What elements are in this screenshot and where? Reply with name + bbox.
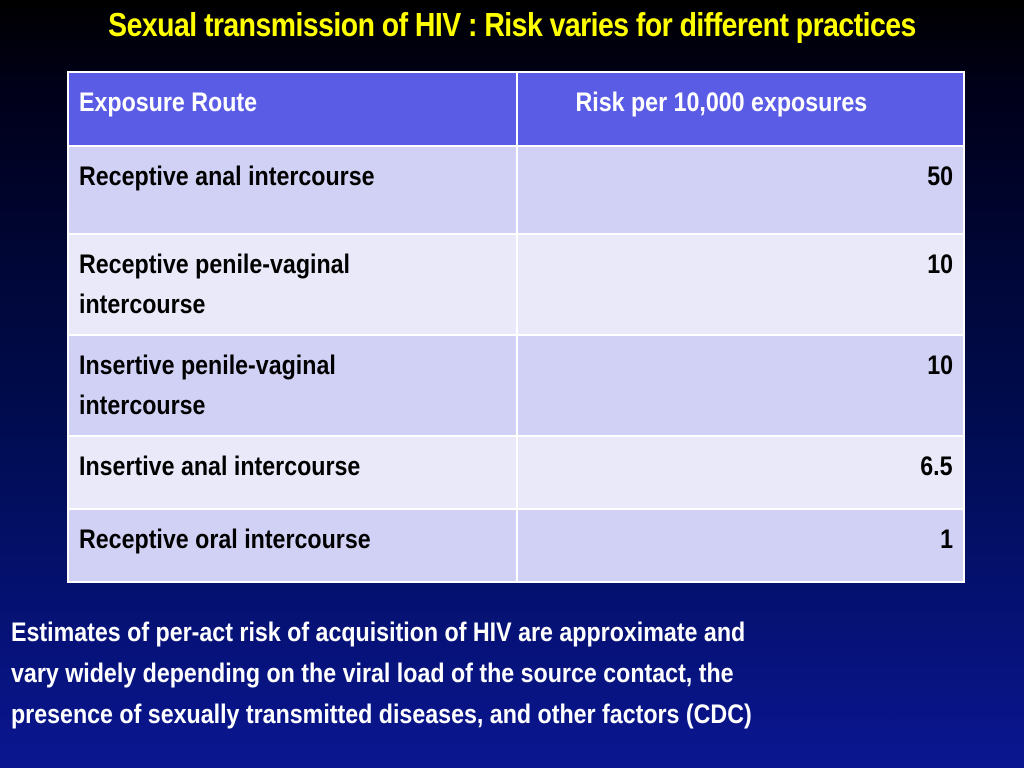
footnote: Estimates of per-act risk of acquisition…	[11, 612, 957, 735]
risk-value: 10	[927, 249, 953, 279]
risk-cell: 10	[516, 334, 965, 437]
route-label: Insertive anal intercourse	[79, 451, 361, 481]
route-label-line: intercourse	[79, 390, 206, 420]
risk-cell: 50	[516, 145, 965, 235]
header-risk: Risk per 10,000 exposures	[516, 71, 965, 147]
risk-value: 50	[927, 161, 953, 191]
table-row: Insertive anal intercourse 6.5	[67, 435, 965, 510]
route-cell: Insertive penile-vaginal intercourse	[67, 334, 518, 437]
risk-value: 1	[940, 524, 953, 554]
risk-cell: 6.5	[516, 435, 965, 510]
risk-value: 6.5	[920, 451, 953, 481]
footnote-line: Estimates of per-act risk of acquisition…	[11, 617, 746, 647]
risk-table-container: Exposure Route Risk per 10,000 exposures…	[67, 71, 965, 583]
route-label-line: Insertive penile-vaginal	[79, 350, 336, 380]
route-cell: Receptive anal intercourse	[67, 145, 518, 235]
header-risk-label: Risk per 10,000 exposures	[575, 87, 868, 117]
route-label-line: Receptive penile-vaginal	[79, 249, 351, 279]
route-label: Insertive penile-vaginal intercourse	[79, 345, 505, 425]
route-cell: Receptive oral intercourse	[67, 508, 518, 583]
route-label: Receptive penile-vaginal intercourse	[79, 244, 505, 324]
table-row: Receptive anal intercourse 50	[67, 145, 965, 235]
slide-title: Sexual transmission of HIV : Risk varies…	[108, 6, 916, 43]
footnote-line: presence of sexually transmitted disease…	[11, 699, 752, 729]
route-cell: Receptive penile-vaginal intercourse	[67, 233, 518, 336]
route-cell: Insertive anal intercourse	[67, 435, 518, 510]
table-row: Receptive penile-vaginal intercourse 10	[67, 233, 965, 336]
risk-table: Exposure Route Risk per 10,000 exposures…	[67, 71, 965, 583]
table-row: Insertive penile-vaginal intercourse 10	[67, 334, 965, 437]
header-exposure-route: Exposure Route	[67, 71, 518, 147]
risk-value: 10	[927, 350, 953, 380]
risk-cell: 10	[516, 233, 965, 336]
route-label: Receptive anal intercourse	[79, 161, 375, 191]
route-label: Receptive oral intercourse	[79, 524, 371, 554]
header-exposure-route-label: Exposure Route	[79, 87, 258, 117]
table-header-row: Exposure Route Risk per 10,000 exposures	[67, 71, 965, 147]
route-label-line: intercourse	[79, 289, 206, 319]
table-row: Receptive oral intercourse 1	[67, 508, 965, 583]
footnote-line: vary widely depending on the viral load …	[11, 658, 734, 688]
risk-cell: 1	[516, 508, 965, 583]
